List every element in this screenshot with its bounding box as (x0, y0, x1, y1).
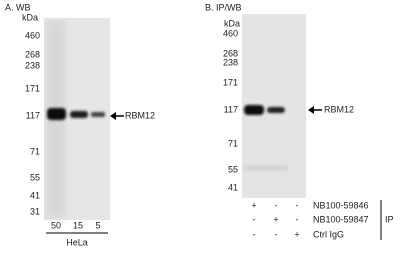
marker-label: 55 (228, 164, 238, 174)
marker-label: 117 (224, 104, 238, 114)
ip-row-label: NB100-59847 (313, 214, 369, 224)
marker-label: 268 (223, 48, 238, 58)
igg-band (244, 165, 288, 171)
marker-label: 460 (25, 30, 40, 40)
ip-sign: - (275, 200, 278, 210)
target-label: RBM12 (324, 104, 354, 114)
marker-label: 55 (30, 172, 40, 182)
marker-label: 171 (25, 83, 40, 93)
marker-label: 117 (26, 110, 40, 120)
marker-label: 71 (228, 138, 238, 148)
ip-sign: - (253, 214, 256, 224)
ip-sign: - (296, 200, 299, 210)
band (47, 108, 66, 120)
marker-label: 238 (223, 57, 238, 67)
ip-sign: - (253, 229, 256, 239)
band (267, 107, 285, 113)
marker-label: 268 (25, 49, 40, 59)
marker-label: 41 (30, 190, 40, 200)
marker-label: 41 (228, 182, 238, 192)
ip-row-label: Ctrl IgG (313, 229, 344, 239)
marker-label: 31 (30, 206, 40, 216)
lane-label: 50 (51, 220, 61, 230)
unit-label: kDa (224, 18, 240, 28)
band (70, 111, 88, 118)
arrow-head (308, 106, 314, 114)
ip-sign: + (273, 214, 278, 224)
marker-label: 460 (223, 28, 238, 38)
marker-label: 171 (223, 77, 238, 87)
ip-label: IP (385, 214, 394, 224)
arrow-head (110, 112, 116, 120)
panel-label: A. WB (5, 2, 31, 12)
unit-label: kDa (22, 12, 38, 22)
band (91, 112, 105, 117)
ip-row-label: NB100-59846 (313, 200, 369, 210)
ip-sign: + (251, 200, 256, 210)
panel-label: B. IP/WB (205, 2, 242, 12)
marker-label: 238 (25, 60, 40, 70)
ip-sign: + (294, 229, 299, 239)
band (244, 105, 264, 115)
lane-label: 15 (73, 220, 83, 230)
ip-sign: - (296, 214, 299, 224)
marker-label: 71 (30, 146, 40, 156)
target-label: RBM12 (125, 110, 155, 120)
lane-label: 5 (95, 220, 100, 230)
sample-label: HeLa (66, 237, 88, 247)
ip-sign: - (275, 229, 278, 239)
